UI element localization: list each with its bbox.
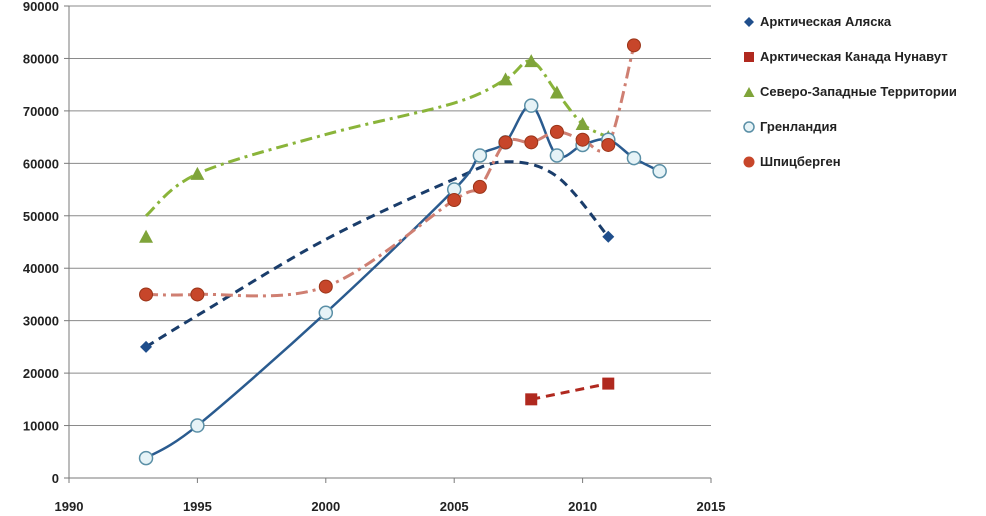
square-marker-icon <box>744 52 754 62</box>
data-point <box>601 137 616 152</box>
legend-marker-shape <box>744 17 754 27</box>
data-point <box>523 98 539 113</box>
gridlines <box>69 5 711 427</box>
x-tick-label: 1995 <box>183 499 212 514</box>
y-tick-label: 30000 <box>23 314 59 329</box>
data-point <box>602 230 615 243</box>
data-point <box>190 287 205 302</box>
legend-label: Гренландия <box>760 119 838 134</box>
data-point <box>318 305 334 321</box>
legend-label: Шпицберген <box>760 154 841 169</box>
data-point <box>472 179 487 194</box>
data-point <box>524 135 539 150</box>
data-point <box>138 450 154 466</box>
data-point <box>498 135 513 150</box>
legend-marker-shape <box>743 156 755 168</box>
x-tick-label: 1990 <box>55 499 84 514</box>
y-axis-ticks: 0 10000 20000 30000 40000 50000 60000 70000 8000… <box>23 0 59 486</box>
data-point <box>524 54 539 68</box>
open-circle-marker-icon <box>743 121 755 133</box>
data-point <box>447 193 462 208</box>
data-point <box>652 163 667 179</box>
data-point <box>498 72 513 86</box>
data-point <box>549 85 564 99</box>
data-point <box>190 418 205 433</box>
data-point <box>626 150 642 166</box>
x-tick-label: 2005 <box>440 499 469 514</box>
x-tick-label: 2000 <box>311 499 340 514</box>
data-point <box>626 38 641 53</box>
data-point <box>472 148 488 163</box>
y-tick-label: 20000 <box>23 366 59 381</box>
legend-label: Северо-Западные Территории <box>760 84 957 99</box>
x-tick-label: 2015 <box>697 499 726 514</box>
trend-line <box>145 104 661 460</box>
y-tick-label: 50000 <box>23 209 59 224</box>
data-point <box>575 132 590 147</box>
y-tick-label: 90000 <box>23 0 59 14</box>
data-point <box>602 377 615 390</box>
x-tick-label: 2010 <box>568 499 597 514</box>
trend-line <box>145 59 609 217</box>
legend-label: Арктическая Аляска <box>760 14 892 29</box>
data-point <box>140 340 153 353</box>
trend-lines <box>145 44 661 460</box>
axes <box>64 5 712 483</box>
y-tick-label: 40000 <box>23 261 59 276</box>
data-point <box>190 166 205 180</box>
data-point <box>575 117 590 130</box>
y-tick-label: 0 <box>52 471 59 486</box>
diamond-marker-icon <box>744 17 754 27</box>
data-point <box>525 393 538 406</box>
y-tick-label: 60000 <box>23 156 59 171</box>
data-point <box>549 148 565 163</box>
y-tick-label: 80000 <box>23 51 59 66</box>
legend-marker-shape <box>743 87 755 97</box>
trend-line <box>145 160 610 349</box>
trend-line <box>530 382 609 401</box>
data-markers <box>138 38 667 466</box>
y-tick-label: 10000 <box>23 419 59 434</box>
data-point <box>139 229 154 243</box>
legend-marker-shape <box>743 121 755 133</box>
chart-canvas: 0 10000 20000 30000 40000 50000 60000 70000 8000… <box>23 0 726 514</box>
data-point <box>139 287 154 302</box>
x-axis-ticks: 1990 1995 2000 2005 2010 2015 <box>55 499 726 514</box>
trend-line <box>146 44 636 298</box>
circle-marker-icon <box>743 156 755 168</box>
triangle-marker-icon <box>743 87 755 97</box>
legend-label: Арктическая Канада Нунавут <box>760 49 948 64</box>
data-point <box>549 124 564 139</box>
y-tick-label: 70000 <box>23 104 59 119</box>
legend-marker-shape <box>744 52 754 62</box>
data-point <box>318 279 333 294</box>
